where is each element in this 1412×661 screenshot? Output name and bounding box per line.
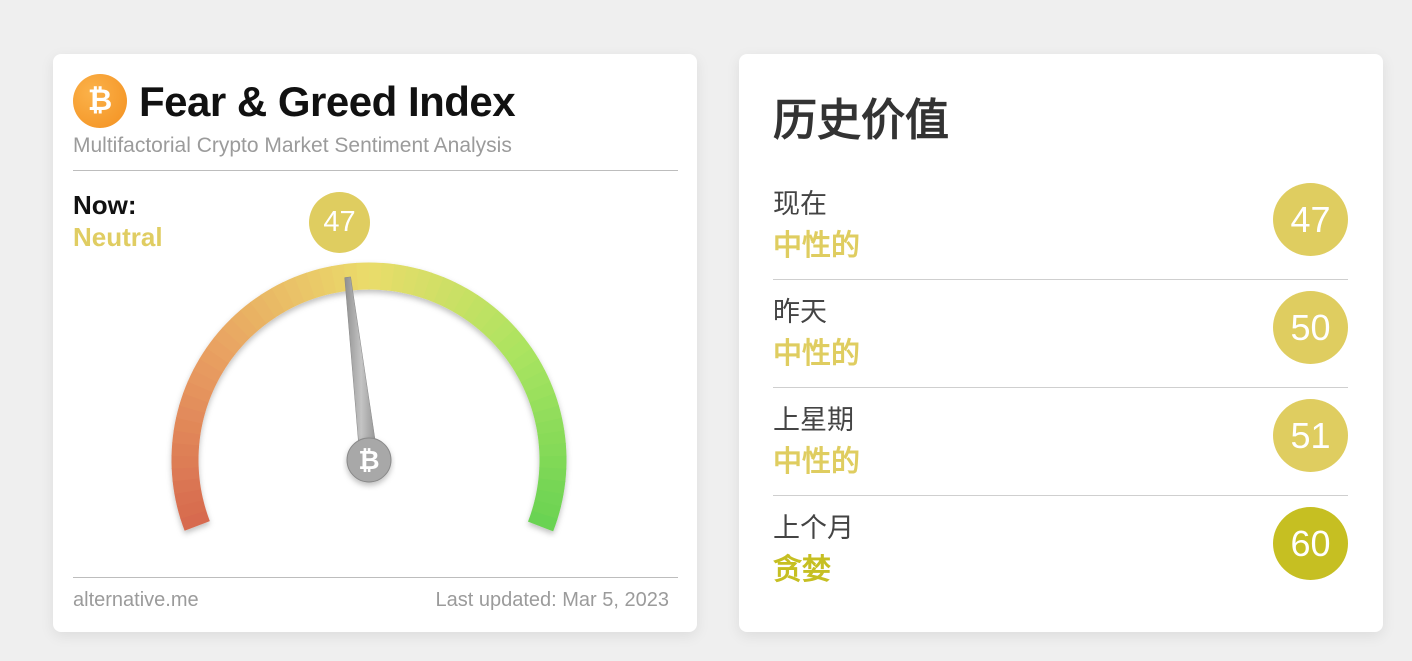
history-card: 历史价值 现在 中性的 47 昨天 中性的 50 上星期 中性的 51 上个月 … xyxy=(739,54,1383,632)
value-badge: 60 xyxy=(1273,507,1348,580)
history-row-last-month: 上个月 贪婪 60 xyxy=(773,496,1348,604)
gauge-arc-segment xyxy=(453,288,478,318)
gauge-arc-segment xyxy=(318,266,337,296)
gauge-arc-segment xyxy=(250,294,276,324)
divider xyxy=(73,170,678,171)
card-title: Fear & Greed Index xyxy=(139,78,516,125)
gauge-arc-segment xyxy=(221,318,251,347)
gauge-arc-segment xyxy=(532,405,563,425)
now-classification: Neutral xyxy=(73,222,163,252)
classification: 中性的 xyxy=(773,446,861,478)
gauge-arc-segment xyxy=(174,488,204,507)
divider xyxy=(773,387,1348,388)
gauge-arc-segment xyxy=(527,510,558,532)
gauge-arc-segment xyxy=(176,499,207,519)
gauge-arc-segment xyxy=(462,294,489,325)
gauge-arc-segment xyxy=(509,348,539,374)
gauge-arc-segment xyxy=(502,337,533,364)
period-label: 昨天 xyxy=(773,297,827,327)
gauge-arc-segment xyxy=(401,266,421,296)
gauge-arc-segment xyxy=(193,358,223,383)
gauge-arc-segment xyxy=(495,328,525,356)
value-badge: 47 xyxy=(1273,183,1348,256)
gauge-arc-segment xyxy=(171,466,200,482)
history-row-now: 现在 中性的 47 xyxy=(773,172,1348,280)
gauge-arc-segment xyxy=(535,417,565,436)
gauge-arc-segment xyxy=(480,310,508,339)
classification: 贪婪 xyxy=(773,554,832,586)
last-updated: Last updated: Mar 5, 2023 xyxy=(435,589,670,611)
history-title: 历史价值 xyxy=(773,96,949,145)
gauge-hub xyxy=(346,437,392,483)
gauge-arc-segment xyxy=(433,277,456,307)
gauge-arc-segment xyxy=(529,393,560,414)
now-label: Now: xyxy=(73,190,137,220)
history-row-last-week: 上星期 中性的 51 xyxy=(773,388,1348,496)
gauge-arc-segment xyxy=(187,369,218,393)
gauge-arc-segment xyxy=(379,262,396,292)
value-badge: 47 xyxy=(309,192,370,253)
gauge-arc-segment xyxy=(488,318,517,347)
card-subtitle: Multifactorial Crypto Market Sentiment A… xyxy=(73,134,512,157)
gauge-arc-segment xyxy=(443,282,468,313)
gauge-arc-segment xyxy=(390,264,408,293)
divider xyxy=(773,279,1348,280)
period-label: 现在 xyxy=(773,189,827,219)
gauge-arc-segment xyxy=(525,381,556,404)
gauge-arc-segment xyxy=(180,510,210,531)
gauge-arc-segment xyxy=(412,269,433,299)
gauge-arc-segment xyxy=(179,392,209,414)
gauge-needle xyxy=(344,276,379,462)
gauge-arc-segment xyxy=(536,478,566,495)
gauge-arc-segment xyxy=(240,301,267,331)
bitcoin-hub-icon: ₿ xyxy=(358,446,379,476)
divider xyxy=(73,577,678,578)
gauge-arc-segment xyxy=(531,499,561,520)
period-label: 上星期 xyxy=(773,405,854,435)
source-link[interactable]: alternative.me xyxy=(73,589,199,611)
gauge-arc-segment xyxy=(306,268,327,299)
gauge-arc-segment xyxy=(206,337,236,364)
classification: 中性的 xyxy=(773,338,861,370)
gauge-arc-segment xyxy=(172,477,202,494)
gauge-arc-segment xyxy=(271,282,296,312)
gauge-arc xyxy=(171,262,567,532)
gauge-arc-segment xyxy=(173,417,203,435)
gauge-arc-segment xyxy=(294,272,316,303)
gauge-arc-segment xyxy=(534,489,564,508)
gauge-arc-segment xyxy=(199,347,229,373)
fear-greed-card: ₿ Fear & Greed Index Multifactorial Cryp… xyxy=(53,54,697,632)
gauge-arc-segment xyxy=(172,429,201,446)
gauge-arc-segment xyxy=(213,327,243,355)
gauge-arc-segment xyxy=(330,264,348,293)
gauge-arc-segment xyxy=(538,467,567,482)
period-label: 上个月 xyxy=(773,513,854,543)
gauge-arc-segment xyxy=(230,309,259,339)
gauge-arc-segment xyxy=(537,430,566,447)
gauge-arc-segment xyxy=(183,380,213,403)
gauge-arc-segment xyxy=(538,443,567,458)
gauge-arc-segment xyxy=(471,302,499,332)
gauge-arc-segment xyxy=(520,370,551,393)
gauge-arc-segment xyxy=(171,442,200,457)
gauge-arc-segment xyxy=(260,287,286,318)
gauge: ₿ xyxy=(171,262,567,532)
gauge-arc-segment xyxy=(423,272,445,303)
classification: 中性的 xyxy=(773,230,861,262)
divider xyxy=(773,495,1348,496)
gauge-arc-segment xyxy=(176,404,206,424)
gauge-arc-segment xyxy=(282,276,306,307)
history-row-yesterday: 昨天 中性的 50 xyxy=(773,280,1348,388)
gauge-arc-segment xyxy=(515,358,546,383)
value-badge: 51 xyxy=(1273,399,1348,472)
bitcoin-icon: ₿ xyxy=(73,74,127,128)
value-badge: 50 xyxy=(1273,291,1348,364)
